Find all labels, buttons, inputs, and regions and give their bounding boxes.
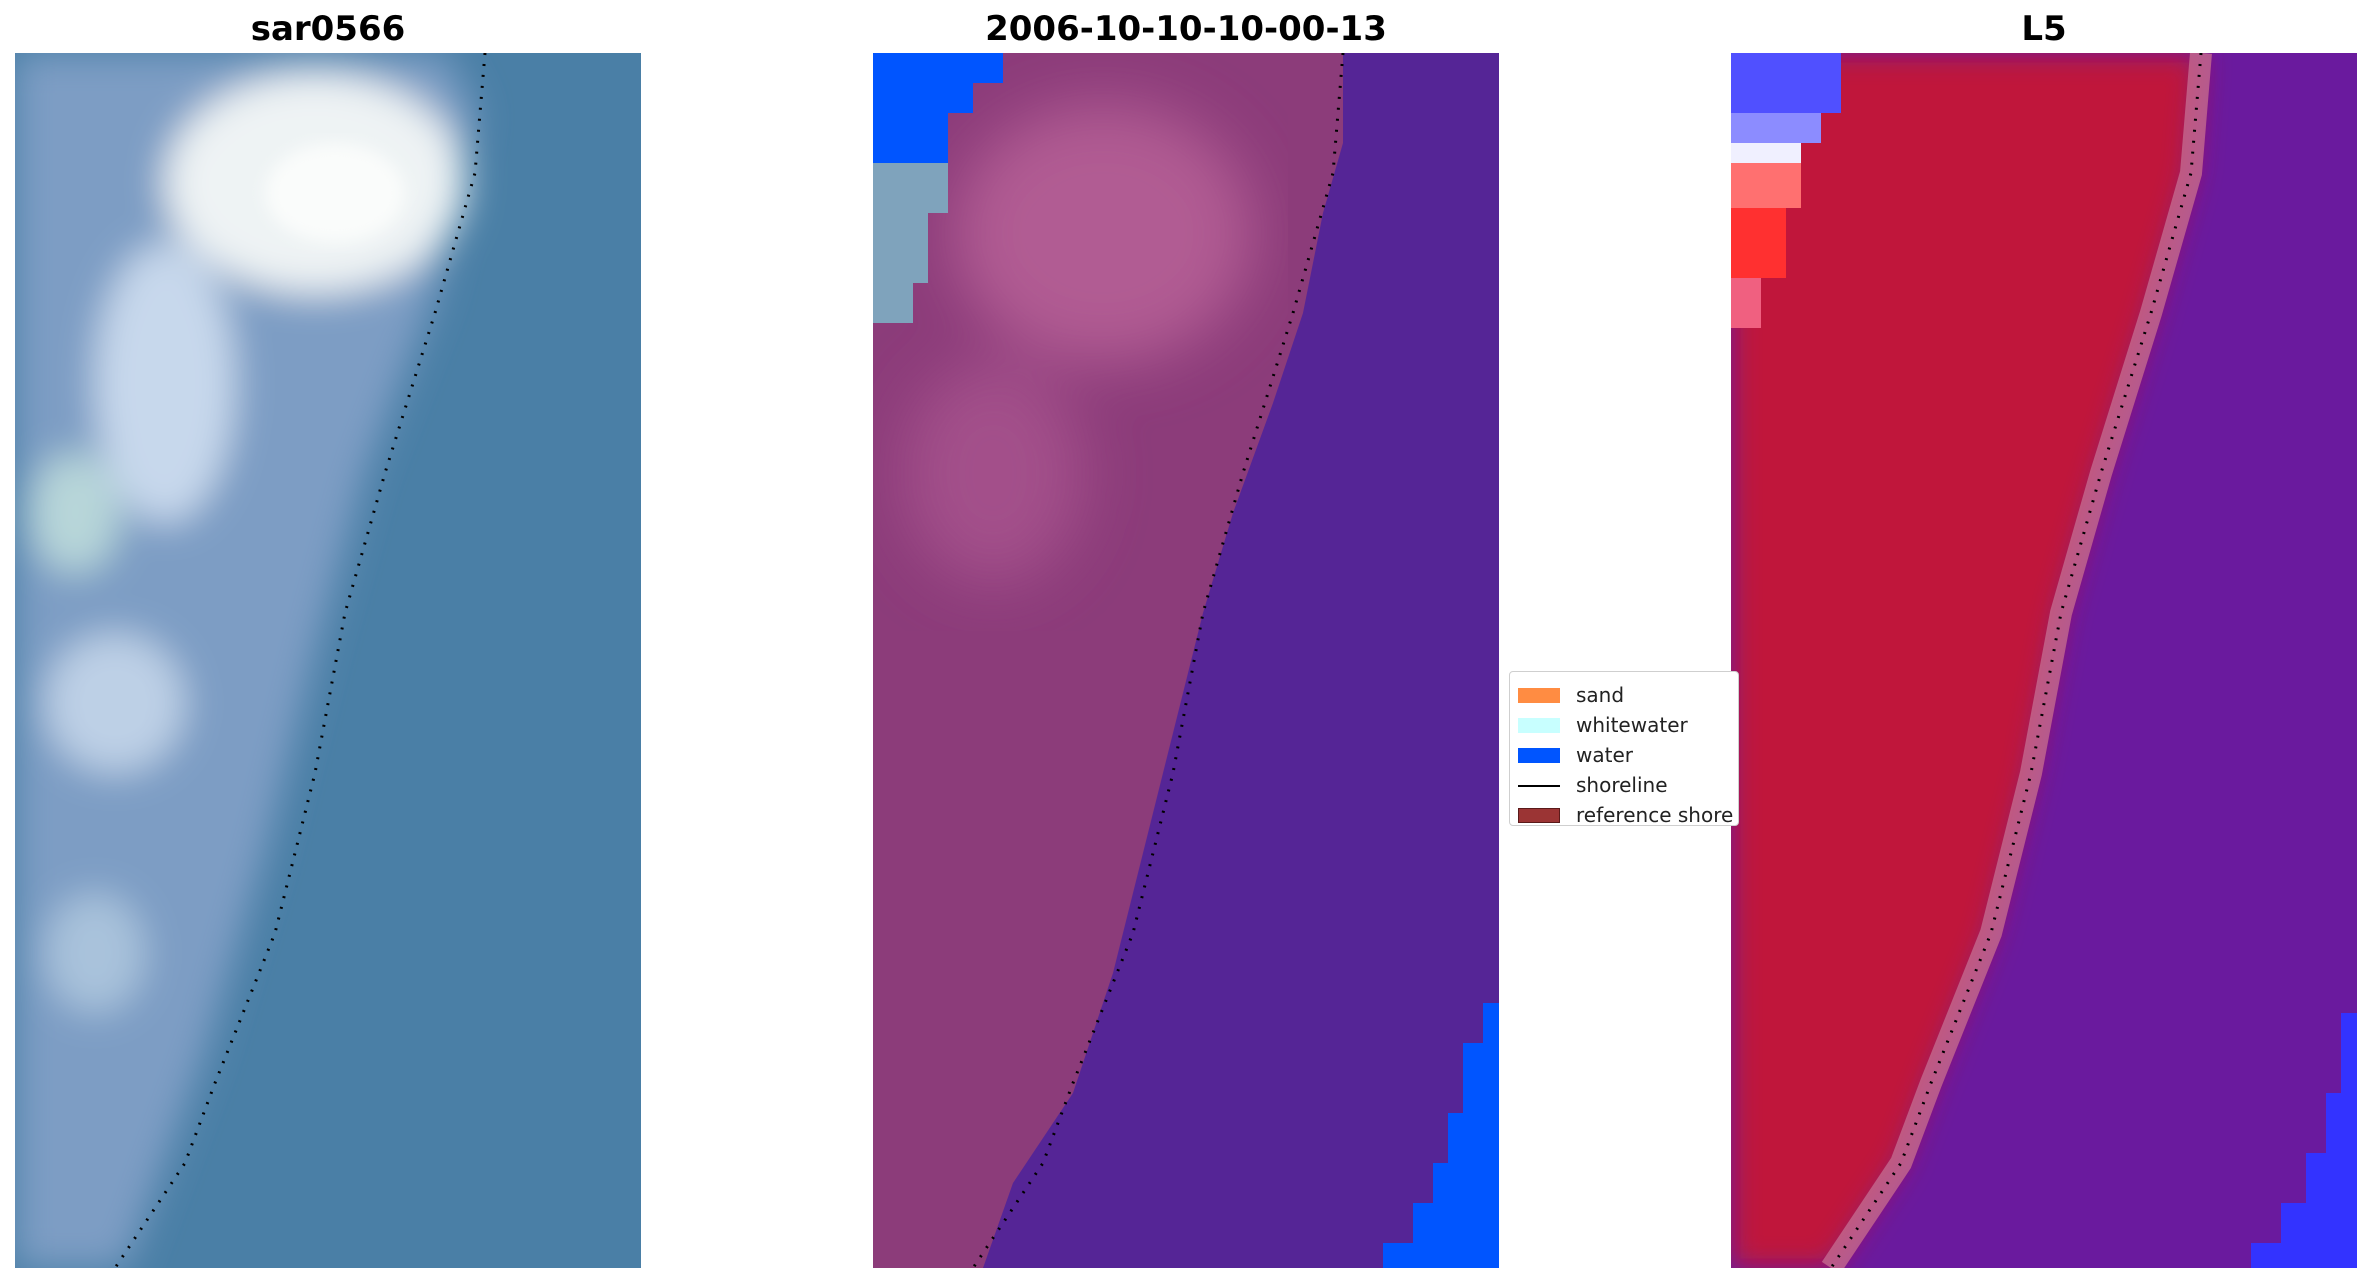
legend-label-shoreline: shoreline bbox=[1576, 773, 1668, 797]
legend-label-reference-shore: reference shore bbox=[1576, 803, 1734, 826]
panel-title-rgb: sar0566 bbox=[250, 9, 406, 49]
legend-item-water: water bbox=[1510, 740, 1738, 770]
panel-title-index: L5 bbox=[2021, 9, 2067, 49]
legend-label-sand: sand bbox=[1576, 683, 1625, 707]
legend: sand whitewater water shoreline referenc… bbox=[1509, 671, 1739, 826]
index-image-panel bbox=[1731, 53, 2357, 1268]
shoreline-trace-classification bbox=[971, 53, 1345, 1268]
legend-item-reference-shore: reference shore bbox=[1510, 800, 1738, 826]
shoreline-trace-index bbox=[1829, 53, 2203, 1268]
legend-item-whitewater: whitewater bbox=[1510, 710, 1738, 740]
index-image bbox=[1731, 53, 2357, 1268]
legend-label-water: water bbox=[1576, 743, 1633, 767]
legend-swatch-whitewater bbox=[1518, 718, 1560, 733]
classification-image bbox=[873, 53, 1499, 1268]
legend-swatch-sand bbox=[1518, 688, 1560, 703]
rgb-image bbox=[15, 53, 641, 1268]
legend-swatch-reference-shore bbox=[1518, 808, 1560, 823]
legend-line-shoreline bbox=[1518, 785, 1560, 787]
legend-item-shoreline: shoreline bbox=[1510, 770, 1738, 800]
legend-swatch-water bbox=[1518, 748, 1560, 763]
classification-panel bbox=[873, 53, 1499, 1268]
legend-label-whitewater: whitewater bbox=[1576, 713, 1688, 737]
rgb-image-panel bbox=[15, 53, 641, 1268]
panel-title-classification: 2006-10-10-10-00-13 bbox=[985, 9, 1387, 49]
shoreline-trace-rgb bbox=[113, 53, 487, 1268]
legend-item-sand: sand bbox=[1510, 680, 1738, 710]
